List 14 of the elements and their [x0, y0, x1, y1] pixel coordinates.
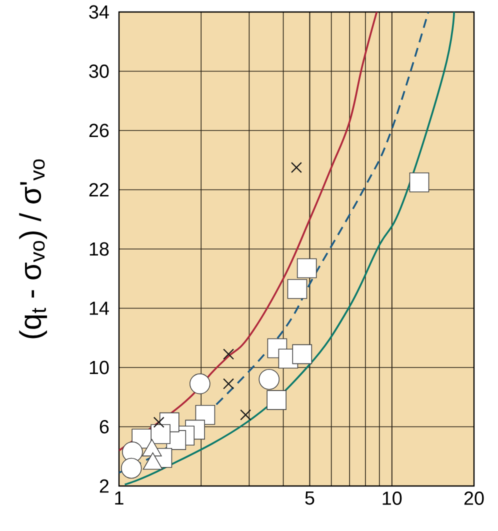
y-axis-title: (q$_{t}$ - σ$_{vo}$) / σ'$_{vo}$	[19, 159, 48, 338]
x-tick-label: 10	[382, 492, 402, 505]
x-tick-label: 5	[305, 492, 314, 505]
y-tick-label: 22	[89, 183, 109, 196]
y-tick-label: 10	[90, 360, 109, 374]
y-tick-label: 6	[100, 420, 109, 434]
y-tick-label: 14	[90, 302, 109, 315]
x-tick-label: 1	[115, 492, 124, 505]
y-tick-label: 18	[90, 242, 109, 256]
y-tick-label: 2	[100, 479, 109, 493]
x-tick-label: 20	[464, 492, 484, 505]
y-tick-label: 26	[89, 124, 109, 138]
y-tick-label: 30	[89, 64, 109, 78]
y-tick-label: 34	[89, 5, 109, 19]
